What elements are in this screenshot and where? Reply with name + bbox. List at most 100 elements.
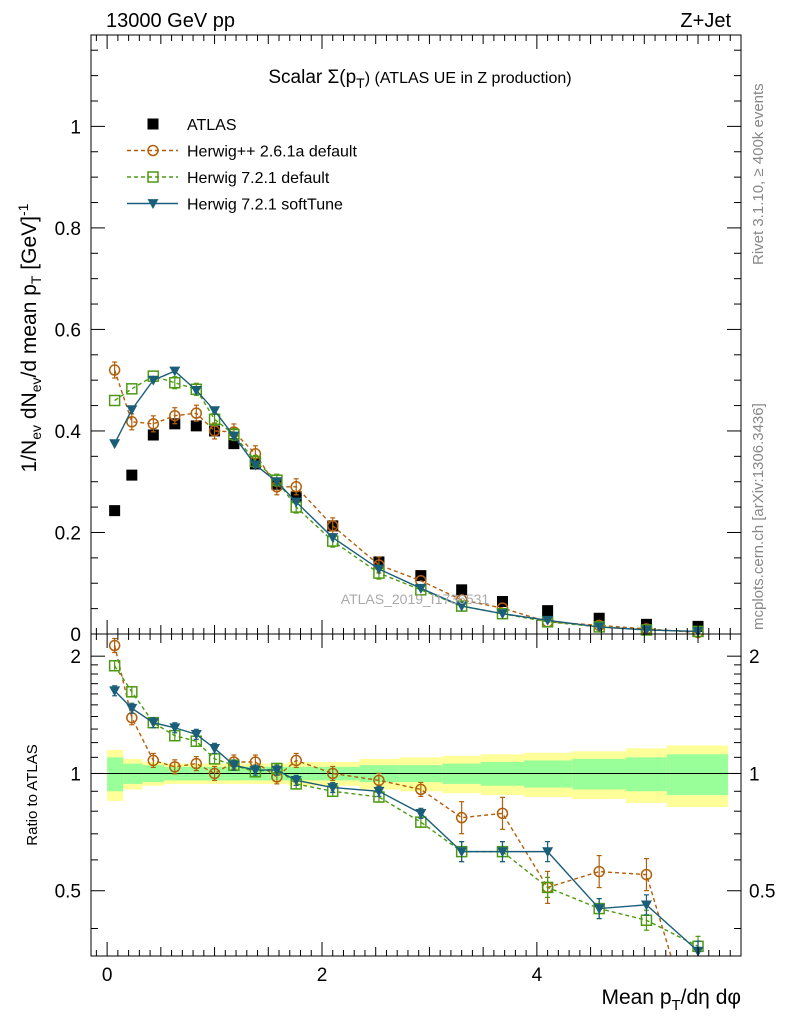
ratio-point-herwigpp-2	[147, 754, 160, 767]
legend-label-herwig721: Herwig 7.2.1 default	[187, 170, 330, 187]
main-data-layer	[108, 361, 704, 639]
main-point-herwigpp-5	[208, 425, 221, 437]
legend-marker-softtune	[147, 199, 159, 209]
ratio-band-inner-15	[523, 760, 573, 788]
main-point-softtune-14	[496, 609, 508, 620]
main-ytick-label-1: 0.2	[55, 523, 81, 544]
ratio-point-softtune-17	[640, 900, 652, 911]
main-point-herwigpp-10	[326, 520, 339, 532]
ratio-point-herwigpp-11	[373, 774, 385, 787]
ratio-data-layer	[108, 637, 704, 956]
main-point-herwig721-3	[169, 376, 181, 389]
main-ytick-label-5: 1	[70, 117, 81, 138]
main-point-herwigpp-4	[190, 407, 203, 419]
main-point-herwigpp-9	[290, 481, 302, 493]
main-title: Scalar Σ(pT) (ATLAS UE in Z production)	[268, 67, 571, 91]
legend: ATLAS Herwig++ 2.6.1a default Herwig 7.2.1…	[127, 117, 357, 214]
ratio-point-herwig721-0	[108, 659, 121, 672]
legend-marker-atlas	[147, 118, 159, 130]
x-axis-label: Mean pT/dη dφ	[601, 986, 741, 1014]
main-ytick-labels: 0 0.2 0.4 0.6 0.8 1	[55, 117, 82, 646]
ratio-point-herwigpp-5	[208, 767, 221, 780]
main-point-atlas-14	[496, 596, 508, 608]
ratio-ytick-label-right-1: 1	[749, 764, 760, 785]
ratio-point-softtune-6	[228, 760, 240, 771]
main-point-atlas-4	[190, 420, 202, 432]
main-point-softtune-5	[209, 406, 221, 417]
main-point-softtune-7	[249, 460, 261, 471]
ratio-line-herwigpp	[113, 645, 672, 956]
ratio-line-softtune	[114, 690, 699, 952]
ratio-point-herwigpp-13	[455, 811, 468, 824]
main-point-softtune-4	[190, 385, 202, 396]
main-point-atlas-1	[126, 469, 138, 481]
ratio-errbar-herwig721-15	[545, 876, 551, 898]
main-point-atlas-15	[542, 605, 554, 617]
ratio-band-layer	[91, 745, 741, 808]
main-point-softtune-2	[147, 375, 159, 386]
x-tick-label-1: 2	[317, 965, 328, 986]
ratio-point-softtune-16	[593, 904, 605, 915]
x-tick-label-0: 0	[102, 965, 113, 986]
ratio-point-softtune-5	[209, 743, 221, 754]
ratio-point-softtune-4	[190, 729, 202, 740]
main-point-softtune-10	[327, 533, 339, 544]
main-panel: 0 0.2 0.4 0.6 0.8 1 ATLAS_2019_I1736531 Scala…	[15, 34, 742, 646]
ratio-point-herwigpp-4	[190, 757, 203, 770]
ratio-point-softtune-12	[415, 808, 427, 819]
ratio-point-herwigpp-3	[169, 761, 181, 773]
main-point-softtune-8	[271, 477, 283, 488]
main-point-softtune-13	[456, 601, 468, 612]
main-point-softtune-0	[109, 439, 121, 450]
ratio-ytick-label-right-0: 0.5	[749, 882, 775, 903]
ratio-band-inner-16	[572, 758, 627, 790]
main-point-herwigpp-0	[108, 364, 121, 376]
main-errbar-herwig721-3	[172, 376, 178, 390]
legend-label-softtune: Herwig 7.2.1 softTune	[187, 197, 343, 214]
ratio-ytick-label-left-2: 2	[70, 647, 81, 668]
legend-label-herwigpp: Herwig++ 2.6.1a default	[187, 144, 357, 161]
ratio-point-softtune-9	[290, 775, 302, 786]
ratio-ticks	[91, 634, 741, 956]
ratio-point-softtune-11	[373, 786, 385, 797]
main-point-herwigpp-2	[147, 418, 160, 430]
main-point-softtune-12	[415, 583, 427, 594]
main-point-softtune-6	[228, 431, 240, 442]
main-point-herwigpp-1	[126, 416, 138, 428]
ratio-point-softtune-3	[169, 723, 181, 734]
main-point-softtune-1	[126, 405, 138, 416]
ratio-point-herwigpp-16	[593, 865, 605, 878]
main-point-softtune-11	[373, 564, 385, 575]
main-point-atlas-0	[109, 505, 121, 517]
legend-marker-herwig721	[147, 171, 159, 183]
main-point-herwigpp-3	[169, 409, 181, 422]
header-energy: 13000 GeV pp	[106, 10, 235, 32]
ratio-point-softtune-14	[496, 847, 508, 858]
main-ytick-label-0: 0	[70, 625, 81, 646]
ratio-point-herwigpp-0	[108, 639, 121, 652]
ratio-point-softtune-1	[126, 703, 138, 714]
ratio-ylabel: Ratio to ATLAS	[24, 744, 41, 845]
ratio-point-herwigpp-10	[326, 767, 339, 780]
ratio-point-softtune-15	[542, 847, 554, 858]
ratio-ytick-labels: 0.5 0.5 1 1 2 2	[55, 647, 776, 903]
ratio-errbar-herwigpp-14	[499, 796, 505, 830]
watermark: ATLAS_2019_I1736531	[341, 591, 490, 607]
ratio-point-softtune-8	[271, 765, 283, 776]
main-point-herwig721-0	[108, 394, 121, 407]
ratio-point-herwigpp-17	[640, 868, 653, 881]
main-ytick-label-2: 0.4	[55, 422, 82, 443]
ratio-point-softtune-10	[327, 783, 339, 794]
main-point-softtune-16	[593, 622, 605, 633]
ratio-ytick-label-left-0: 0.5	[55, 882, 81, 903]
header-process: Z+Jet	[680, 10, 731, 32]
main-point-atlas-2	[147, 429, 159, 441]
ratio-band-inner-18	[666, 754, 729, 796]
x-tick-label-2: 4	[532, 965, 543, 986]
ratio-errbar-herwigpp-17	[643, 858, 649, 892]
main-ytick-label-4: 0.8	[55, 219, 81, 240]
x-tick-labels: 0 2 4	[102, 965, 543, 986]
main-ylabel: 1/Nev dNev/d mean pT [GeV]-1	[15, 203, 44, 472]
ratio-point-softtune-2	[147, 718, 159, 729]
